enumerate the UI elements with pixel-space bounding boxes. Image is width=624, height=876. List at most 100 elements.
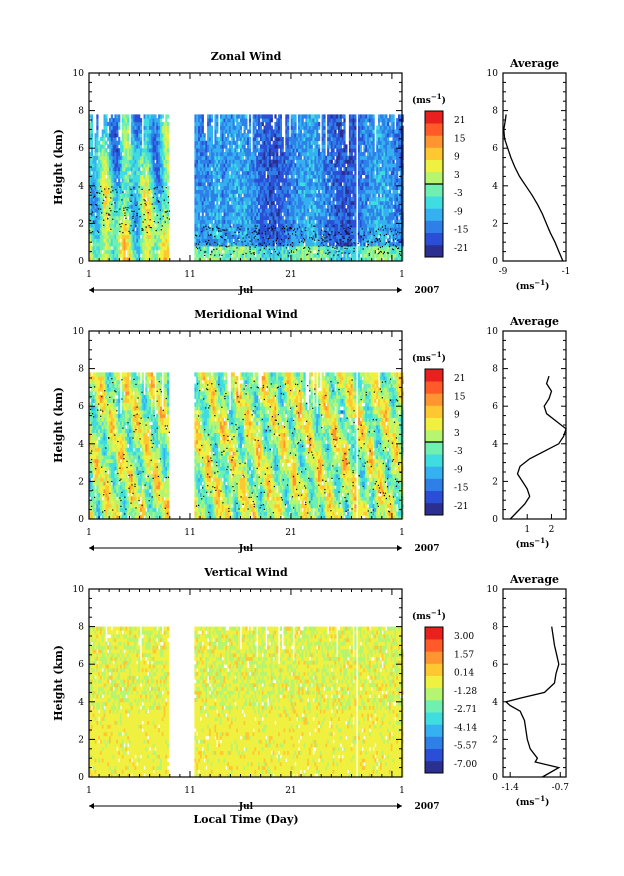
zero-contour <box>89 378 403 515</box>
colorbar-swatch <box>425 369 443 382</box>
colorbar-tick-label: 3 <box>454 171 460 181</box>
colorbar-swatch <box>425 760 443 774</box>
colorbar-tick-label: 21 <box>454 374 465 384</box>
colorbar-tick-label: 9 <box>454 153 460 163</box>
x-tick-label: 1 <box>86 528 92 538</box>
y-ticks <box>89 330 402 520</box>
y-tick-label: 8 <box>78 623 84 633</box>
y-tick-label: 10 <box>73 69 85 79</box>
colorbar-tick-label: 3.00 <box>454 632 474 642</box>
average-profile: 0 2 4 6 8 10 -9 -1 Average (ms−1) <box>487 57 571 292</box>
colorbar-swatch <box>425 700 443 713</box>
average-y-tick-label: 6 <box>492 144 498 154</box>
average-y-tick-label: 6 <box>492 660 498 670</box>
colorbar-tick-label: -9 <box>454 207 463 217</box>
average-title: Average <box>509 315 559 328</box>
average-title: Average <box>509 573 559 586</box>
colorbar-tick-label: 3 <box>454 429 460 439</box>
y-tick-label: 10 <box>73 585 85 595</box>
colorbar-swatch <box>425 627 443 640</box>
colorbar-tick-label: 21 <box>454 116 465 126</box>
average-y-tick-label: 4 <box>492 698 498 708</box>
y-tick-label: 4 <box>78 182 84 192</box>
average-y-tick-label: 2 <box>492 219 498 229</box>
colorbar-swatch <box>425 639 443 652</box>
colorbar-tick-label: 15 <box>454 134 466 144</box>
average-y-tick-label: 10 <box>487 585 499 595</box>
x-tick-label: 11 <box>184 528 195 538</box>
y-tick-label: 0 <box>78 257 84 267</box>
colorbar-swatch <box>425 417 443 431</box>
year-label: 2007 <box>414 286 439 296</box>
colorbar-tick-label: -3 <box>454 447 463 457</box>
average-line <box>509 375 567 520</box>
colorbar: 21 15 9 3 -3 -9 -15 -21 (ms−1) <box>412 92 469 258</box>
panel-title: Zonal Wind <box>211 50 282 63</box>
heatmap-field <box>89 626 404 778</box>
average-unit: (ms−1) <box>516 536 550 550</box>
average-y-tick-label: 2 <box>492 735 498 745</box>
colorbar-frame <box>424 626 444 774</box>
average-title: Average <box>509 57 559 70</box>
y-tick-label: 8 <box>78 365 84 375</box>
y-ticks <box>89 588 402 778</box>
x-tick-label: 1 <box>399 528 405 538</box>
average-x-tick-label: 1 <box>524 525 530 535</box>
average-frame <box>502 330 567 520</box>
x-tick-label: 1 <box>86 786 92 796</box>
y-tick-label: 2 <box>78 735 84 745</box>
colorbar-tick-label: -9 <box>454 465 463 475</box>
colorbar-swatch <box>425 651 443 664</box>
colorbar-tick-label: -5.57 <box>454 742 477 752</box>
y-tick-label: 8 <box>78 107 84 117</box>
average-y-tick-label: 10 <box>487 69 499 79</box>
heatmap-field <box>89 372 404 520</box>
colorbar-swatch <box>425 748 443 762</box>
colorbar-swatch <box>425 502 443 516</box>
colorbar-tick-label: -21 <box>454 502 469 512</box>
average-y-tick-label: 0 <box>492 257 498 267</box>
average-y-tick-label: 8 <box>492 365 498 375</box>
x-tick-label: 11 <box>184 270 195 280</box>
colorbar-swatch <box>425 490 443 504</box>
average-y-tick-label: 2 <box>492 477 498 487</box>
colorbar-tick-label: 9 <box>454 411 460 421</box>
average-x-tick-label: 2 <box>549 525 555 535</box>
colorbar-tick-label: -4.14 <box>454 723 477 733</box>
average-y-tick-label: 0 <box>492 773 498 783</box>
colorbar-tick-label: 15 <box>454 392 466 402</box>
y-axis-label: Height (km) <box>52 129 65 205</box>
average-y-tick-label: 4 <box>492 440 498 450</box>
average-y-tick-label: 8 <box>492 623 498 633</box>
x-tick-label: 21 <box>285 786 296 796</box>
colorbar-tick-label: 0.14 <box>454 669 474 679</box>
colorbar-swatch <box>425 478 443 491</box>
colorbar-tick-label: -15 <box>454 484 469 494</box>
x-tick-label: 1 <box>399 270 405 280</box>
colorbar-tick-label: -21 <box>454 244 469 254</box>
zero-contour <box>89 185 402 257</box>
colorbar-swatch <box>425 381 443 394</box>
y-tick-label: 6 <box>78 144 84 154</box>
average-frame <box>502 72 567 262</box>
average-x-tick-label: -1.4 <box>501 783 519 793</box>
y-tick-label: 0 <box>78 773 84 783</box>
x-tick-label: 21 <box>285 528 296 538</box>
average-profile: 0 2 4 6 8 10 -1.4 -0.7 Average (ms−1) <box>487 573 570 808</box>
y-tick-label: 2 <box>78 219 84 229</box>
average-x-tick-label: -1 <box>562 267 571 277</box>
colorbar-unit: (ms−1) <box>412 92 446 106</box>
colorbar-swatch <box>425 393 443 406</box>
colorbar-swatch <box>425 442 443 455</box>
colorbar-swatch <box>425 405 443 418</box>
colorbar-swatch <box>425 687 443 701</box>
year-label: 2007 <box>414 802 439 812</box>
colorbar-swatch <box>425 724 443 737</box>
colorbar-tick-label: -15 <box>454 226 469 236</box>
y-axis-label: Height (km) <box>52 387 65 463</box>
colorbar-swatch <box>425 675 443 689</box>
average-frame <box>502 588 567 778</box>
